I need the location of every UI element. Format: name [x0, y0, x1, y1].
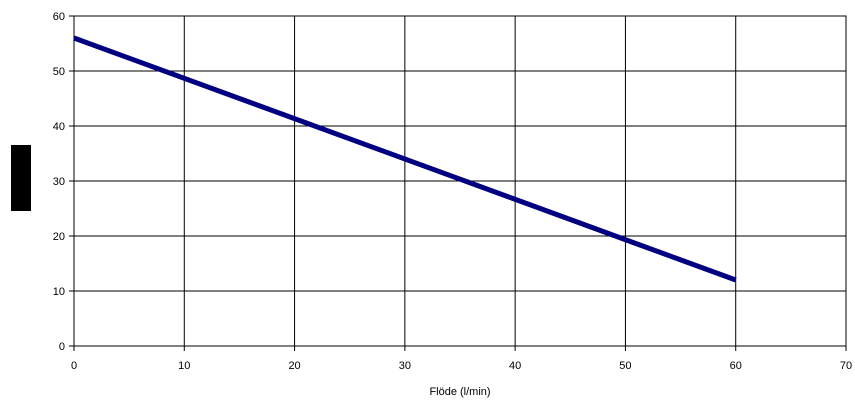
y-tick-label: 60	[53, 11, 65, 23]
x-tick-label: 70	[840, 360, 852, 372]
y-tick-label: 40	[53, 121, 65, 133]
axes	[69, 15, 847, 351]
y-tick-label: 30	[53, 176, 65, 188]
x-tick-label: 50	[619, 360, 631, 372]
x-tick-label: 10	[178, 360, 190, 372]
ylabel-redaction-box	[11, 145, 31, 211]
x-tick-label: 20	[288, 360, 300, 372]
x-tick-label: 0	[71, 360, 77, 372]
y-tick-label: 50	[53, 66, 65, 78]
x-axis-label: Flöde (l/min)	[429, 386, 490, 398]
y-tick-label: 0	[59, 341, 65, 353]
y-tick-labels: 0 10 20 30 40 50 60	[53, 11, 65, 353]
y-tick-label: 10	[53, 286, 65, 298]
x-tick-label: 30	[399, 360, 411, 372]
y-tick-label: 20	[53, 231, 65, 243]
x-tick-labels: 0 10 20 30 40 50 60 70	[71, 360, 852, 372]
series-lines	[73, 35, 737, 283]
series-line	[73, 35, 737, 283]
x-tick-label: 60	[730, 360, 742, 372]
x-tick-label: 40	[509, 360, 521, 372]
